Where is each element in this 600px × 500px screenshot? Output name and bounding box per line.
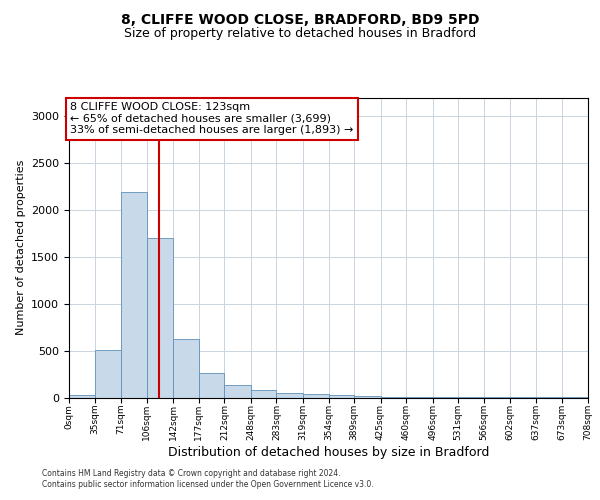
X-axis label: Distribution of detached houses by size in Bradford: Distribution of detached houses by size … [168,446,489,458]
Bar [251,390,277,398]
Bar [69,395,95,398]
Bar [224,386,251,398]
Bar [303,394,329,398]
Bar [406,397,433,398]
Bar [277,392,303,398]
Bar [329,394,354,398]
Bar [95,350,121,398]
Bar [380,396,406,398]
Bar [121,192,147,398]
Text: 8, CLIFFE WOOD CLOSE, BRADFORD, BD9 5PD: 8, CLIFFE WOOD CLOSE, BRADFORD, BD9 5PD [121,12,479,26]
Text: Size of property relative to detached houses in Bradford: Size of property relative to detached ho… [124,28,476,40]
Text: 8 CLIFFE WOOD CLOSE: 123sqm
← 65% of detached houses are smaller (3,699)
33% of : 8 CLIFFE WOOD CLOSE: 123sqm ← 65% of det… [70,102,354,136]
Bar [173,339,199,398]
Bar [147,238,173,398]
Bar [354,396,380,398]
Y-axis label: Number of detached properties: Number of detached properties [16,160,26,335]
Text: Contains HM Land Registry data © Crown copyright and database right 2024.: Contains HM Land Registry data © Crown c… [42,468,341,477]
Bar [199,373,224,398]
Text: Contains public sector information licensed under the Open Government Licence v3: Contains public sector information licen… [42,480,374,489]
